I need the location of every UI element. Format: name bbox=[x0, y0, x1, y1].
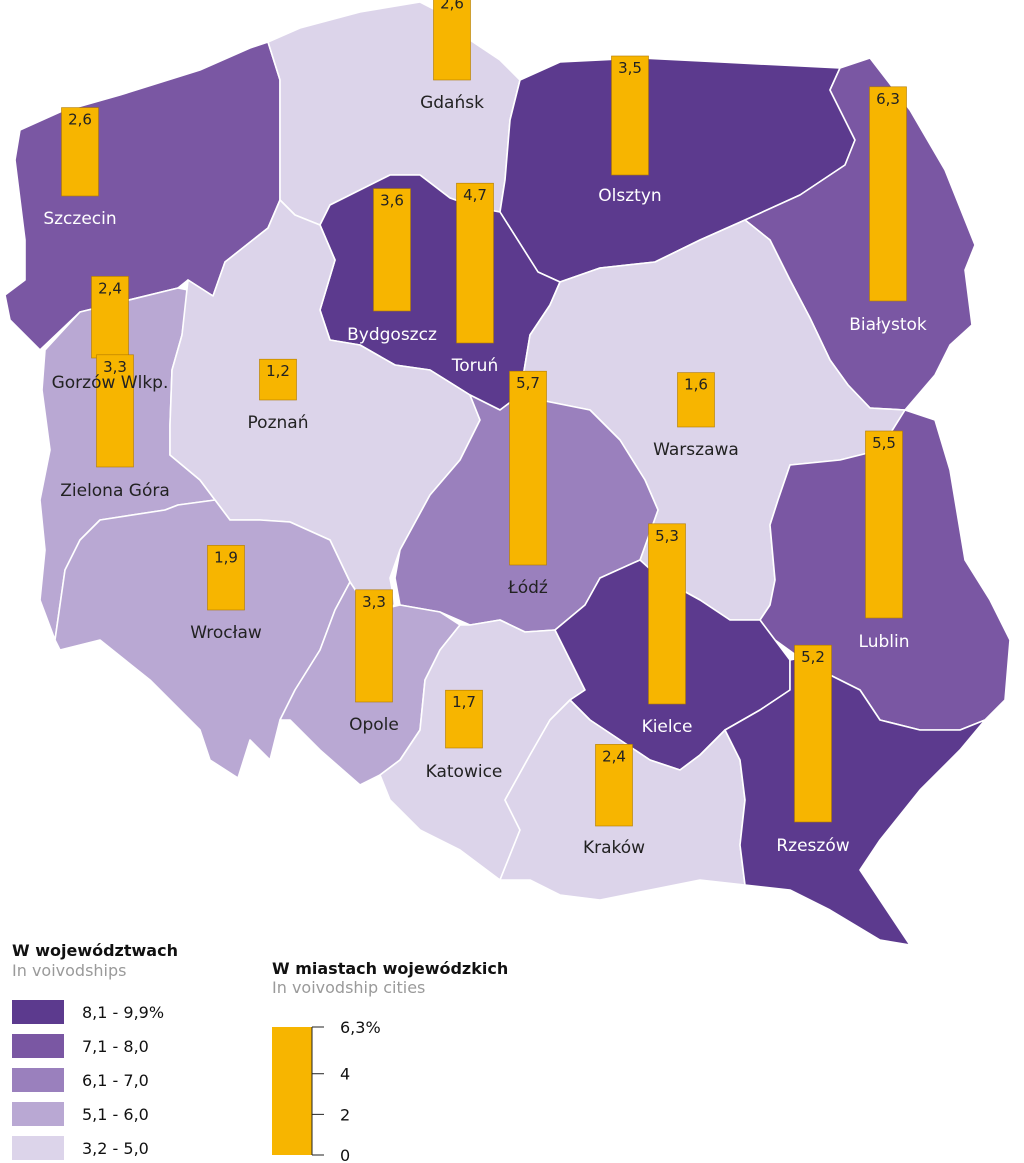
bar-value-label: 2,6 bbox=[68, 111, 92, 129]
legend-swatch bbox=[12, 1034, 64, 1058]
city-label: Lublin bbox=[859, 632, 910, 652]
legend-regions-title: W województwach bbox=[12, 941, 178, 960]
legend-cities-subtitle: In voivodship cities bbox=[272, 978, 425, 997]
bar-value-label: 1,2 bbox=[266, 362, 290, 380]
legend-swatch bbox=[12, 1136, 64, 1160]
bar-value-label: 1,9 bbox=[214, 548, 238, 566]
city-label: Olsztyn bbox=[598, 186, 661, 206]
legend-swatch-label: 7,1 - 8,0 bbox=[82, 1037, 149, 1056]
bar-value-label: 5,2 bbox=[801, 648, 825, 666]
city-labels: Szczecin Gdańsk Olsztyn Białystok Bydgoszcz T… bbox=[43, 93, 927, 858]
legend-swatch-label: 6,1 - 7,0 bbox=[82, 1071, 149, 1090]
city-label: Białystok bbox=[849, 315, 927, 335]
city-label: Opole bbox=[349, 715, 399, 735]
legend-cities: W miastach wojewódzkich In voivodship ci… bbox=[272, 959, 508, 1163]
bar-szczecin[interactable] bbox=[61, 107, 99, 197]
city-bars: 2,6 2,6 3,5 6,3 3,6 4,7 2,4 3,3 1,2 1,6 5,7 5,5 1,9 3… bbox=[61, 0, 907, 827]
legend-scale-tick-label: 0 bbox=[340, 1146, 350, 1163]
city-label: Toruń bbox=[451, 356, 498, 376]
city-label: Rzeszów bbox=[776, 836, 849, 856]
legend-swatch bbox=[12, 1000, 64, 1024]
bar-opole[interactable] bbox=[355, 589, 393, 703]
bar-value-label: 2,6 bbox=[440, 0, 464, 13]
legend-swatch bbox=[12, 1068, 64, 1092]
bar-value-label: 6,3 bbox=[876, 90, 900, 108]
legend-swatch-label: 8,1 - 9,9% bbox=[82, 1003, 164, 1022]
city-label: Zielona Góra bbox=[60, 481, 170, 501]
bar-value-label: 3,3 bbox=[103, 358, 127, 376]
bar-value-label: 5,5 bbox=[872, 434, 896, 452]
bar-value-label: 2,4 bbox=[602, 747, 626, 765]
bar-warszawa[interactable] bbox=[677, 372, 715, 428]
city-label: Kraków bbox=[583, 838, 645, 858]
bar-value-label: 1,6 bbox=[684, 376, 708, 394]
bar-value-label: 5,7 bbox=[516, 374, 540, 392]
legend-voivodships: W województwach In voivodships 8,1 - 9,9… bbox=[12, 941, 178, 1160]
city-label: Warszawa bbox=[653, 440, 739, 460]
legend-swatch bbox=[12, 1102, 64, 1126]
legend-swatch-label: 5,1 - 6,0 bbox=[82, 1105, 149, 1124]
city-label: Bydgoszcz bbox=[347, 325, 437, 345]
bar-value-label: 3,6 bbox=[380, 192, 404, 210]
voivodship-regions bbox=[4, 1, 1011, 946]
bar-value-label: 1,7 bbox=[452, 693, 476, 711]
bar-rzesz-w[interactable] bbox=[794, 644, 832, 823]
city-label: Łódź bbox=[507, 578, 548, 598]
city-label: Wrocław bbox=[190, 623, 262, 643]
legend-cities-title: W miastach wojewódzkich bbox=[272, 959, 508, 978]
legend-scale-tick-label: 6,3% bbox=[340, 1018, 381, 1037]
bar-value-label: 3,3 bbox=[362, 593, 386, 611]
city-label: Gdańsk bbox=[420, 93, 484, 113]
bar-olsztyn[interactable] bbox=[611, 55, 649, 176]
bar-value-label: 3,5 bbox=[618, 59, 642, 77]
legend-swatch-label: 3,2 - 5,0 bbox=[82, 1139, 149, 1158]
city-label: Gorzów Wlkp. bbox=[52, 373, 169, 393]
city-label: Kielce bbox=[642, 717, 693, 737]
legend-regions-subtitle: In voivodships bbox=[12, 961, 126, 980]
bar-value-label: 4,7 bbox=[463, 186, 487, 204]
bar-wroc-aw[interactable] bbox=[207, 545, 245, 611]
bar-gda-sk[interactable] bbox=[433, 0, 471, 81]
legend-scale-tick-label: 2 bbox=[340, 1105, 350, 1124]
bar-toru-[interactable] bbox=[456, 182, 494, 344]
bar-lublin[interactable] bbox=[865, 430, 903, 619]
bar-value-label: 2,4 bbox=[98, 279, 122, 297]
bar-bia-ystok[interactable] bbox=[869, 86, 907, 302]
bar-pozna-[interactable] bbox=[259, 358, 297, 401]
city-label: Poznań bbox=[248, 413, 309, 433]
legend-scale-tick-label: 4 bbox=[340, 1065, 350, 1084]
bar--d-[interactable] bbox=[509, 370, 547, 566]
city-label: Szczecin bbox=[43, 209, 116, 229]
legend-scale-bar bbox=[272, 1027, 312, 1155]
bar-gorz-w-wlkp-[interactable] bbox=[91, 276, 129, 359]
bar-krak-w[interactable] bbox=[595, 744, 633, 827]
city-label: Katowice bbox=[426, 762, 503, 782]
bar-kielce[interactable] bbox=[648, 523, 686, 705]
bar-zielona-g-ra[interactable] bbox=[96, 354, 134, 468]
bar-value-label: 5,3 bbox=[655, 527, 679, 545]
bar-katowice[interactable] bbox=[445, 689, 483, 749]
bar-bydgoszcz[interactable] bbox=[373, 188, 411, 312]
